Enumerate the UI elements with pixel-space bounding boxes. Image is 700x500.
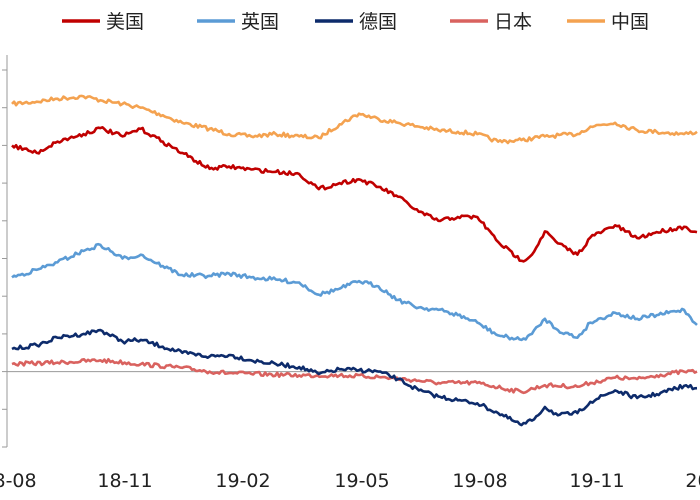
x-tick-label: 19-11 <box>569 470 624 492</box>
chart-axes <box>2 55 697 448</box>
x-tick-label: 19-05 <box>334 470 389 492</box>
chart-series-lines <box>11 94 698 427</box>
series-line-1 <box>11 126 698 263</box>
series-line-3 <box>11 328 698 427</box>
x-tick-label: 19-08 <box>452 470 507 492</box>
x-tick-label: 18-11 <box>97 470 152 492</box>
x-tick-label: 19-02 <box>215 470 270 492</box>
series-line-4 <box>11 358 698 395</box>
legend-label: 美国 <box>106 11 144 33</box>
legend-label: 英国 <box>241 11 279 33</box>
x-tick-label: 18-08 <box>0 470 37 492</box>
x-tick-label: 20-02 <box>685 470 700 492</box>
series-line-2 <box>11 242 698 342</box>
legend-label: 中国 <box>611 11 649 33</box>
legend-label: 德国 <box>359 11 397 33</box>
x-tick-labels: 18-08 18-11 19-02 19-05 19-08 19-11 20-02 <box>0 470 700 492</box>
series-line-5 <box>11 94 698 145</box>
chart-legend: 美国 英国 德国 日本 中国 <box>62 11 649 33</box>
legend-label: 日本 <box>494 11 532 33</box>
